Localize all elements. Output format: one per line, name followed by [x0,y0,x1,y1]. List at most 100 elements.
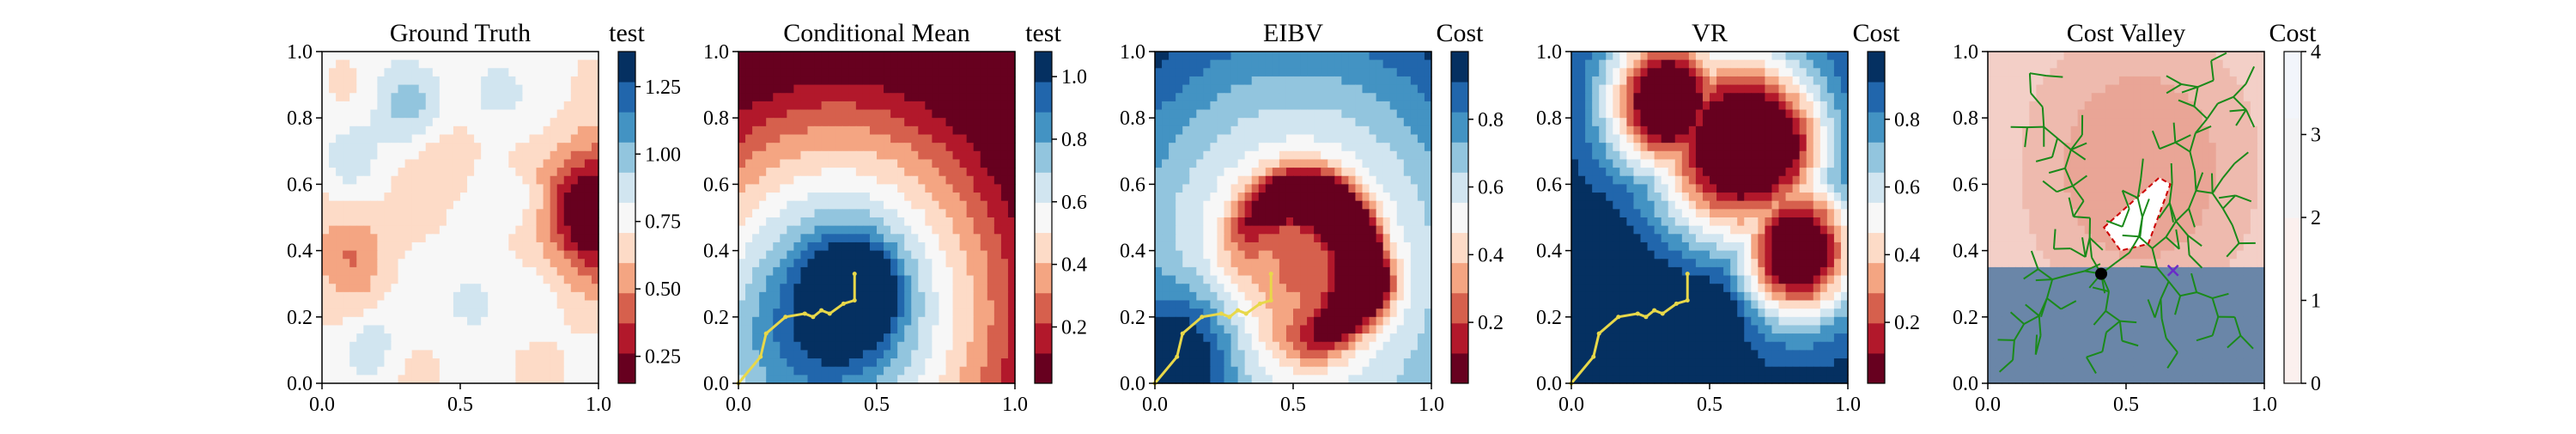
x-tick-label: 0.5 [1280,394,1306,416]
colorbar-tick-label: 0.4 [1478,244,1504,266]
trajectory-point [1661,311,1665,315]
colorbar-tick-label: 0.50 [645,278,681,301]
y-tick-label: 0.0 [287,373,313,395]
colorbar-label: Cost [2269,19,2317,47]
heatmap-body [322,52,599,384]
trajectory-point [1181,332,1185,336]
trajectory-point [1643,315,1648,319]
trajectory-point [853,272,857,276]
x-tick-label: 0.0 [726,394,751,416]
heatmap-body [1155,52,1432,384]
trajectory-point [1591,355,1595,359]
trajectory-point [1686,272,1690,276]
x-tick-label: 1.0 [2251,394,2277,416]
panel-title: Cost Valley [2067,19,2186,47]
colorbar-tick-label: 0.2 [1894,312,1920,334]
robot-marker [2095,268,2107,280]
trajectory-point [1244,311,1249,315]
y-tick-label: 0.6 [1120,174,1145,196]
y-tick-label: 0.8 [703,107,729,130]
y-tick-label: 1.0 [703,41,729,64]
y-tick-label: 0.0 [703,373,729,395]
heatmap-body [1571,52,1849,384]
y-tick-label: 0.0 [1120,373,1145,395]
trajectory-point [841,302,846,306]
y-tick-label: 0.4 [1536,241,1562,263]
colorbar-tick-label: 0.6 [1894,177,1920,199]
colorbar-tick-label: 0.2 [1061,316,1087,339]
colorbar-tick-label: 0.25 [645,346,681,369]
y-tick-label: 1.0 [1120,41,1145,64]
y-tick-label: 0.6 [1536,174,1562,196]
trajectory-point [1227,315,1231,319]
x-tick-label: 1.0 [1419,394,1444,416]
colorbar-tick-label: 0.8 [1478,109,1504,131]
colorbar-tick-label: 0.2 [1478,312,1504,334]
y-tick-label: 1.0 [1536,41,1562,64]
panel-title: VR [1692,19,1728,47]
trajectory-point [811,315,815,319]
x-tick-label: 0.5 [447,394,473,416]
y-tick-label: 0.0 [1953,373,1978,395]
y-tick-label: 0.6 [1953,174,1978,196]
y-tick-label: 0.8 [287,107,313,130]
trajectory-point [1200,315,1204,319]
x-tick-label: 1.0 [1002,394,1028,416]
x-tick-label: 0.0 [1558,394,1584,416]
x-tick-label: 0.0 [309,394,335,416]
trajectory-point [1686,298,1690,303]
colorbar-tick-label: 1.00 [645,144,681,166]
colorbar-tick-label: 0 [2311,373,2321,395]
y-tick-label: 0.0 [1536,373,1562,395]
colorbar-label: Cost [1852,19,1900,47]
colorbar-tick-label: 0.6 [1061,192,1087,214]
y-tick-label: 0.2 [1120,307,1145,329]
trajectory-point [1674,302,1679,306]
colorbar-tick-label: 2 [2311,207,2321,229]
panel-title: Conditional Mean [783,19,969,47]
colorbar-tick-label: 1 [2311,290,2321,313]
y-tick-label: 0.2 [287,307,313,329]
x-tick-label: 0.0 [1142,394,1168,416]
colorbar-tick-label: 0.4 [1061,254,1087,277]
colorbar: 0.2 0.4 0.6 0.8 Cost [1852,19,1920,384]
y-tick-label: 0.4 [703,241,729,263]
y-tick-label: 0.4 [1120,241,1145,263]
trajectory-point [819,309,823,313]
y-tick-label: 1.0 [287,41,313,64]
trajectory-point [783,315,787,319]
y-tick-label: 0.8 [1536,107,1562,130]
colorbar-tick-label: 0.8 [1894,109,1920,131]
x-tick-label: 1.0 [1835,394,1861,416]
colorbar-tick-label: 3 [2311,125,2321,147]
y-tick-label: 0.8 [1953,107,1978,130]
x-tick-label: 0.5 [2113,394,2139,416]
trajectory-point [1652,309,1656,313]
trajectory-point [828,311,832,315]
y-tick-label: 0.2 [1953,307,1978,329]
panel-4: VR 0.0 0.5 1.0 0.0 0.2 0.4 0.6 0.8 1.0 0.2 0.4 0.6 0.… [1536,19,1920,416]
trajectory-point [1175,355,1179,359]
trajectory-point [1219,311,1224,315]
y-tick-label: 0.4 [1953,241,1978,263]
trajectory-point [1258,302,1262,306]
colorbar-label: test [1025,19,1061,47]
trajectory-point [764,332,769,336]
trajectory-point [1597,332,1601,336]
x-tick-label: 0.5 [1697,394,1722,416]
colorbar-tick-label: 0.8 [1061,129,1087,151]
y-tick-label: 0.2 [703,307,729,329]
y-tick-label: 0.4 [287,241,313,263]
trajectory-point [803,311,807,315]
y-tick-label: 0.6 [287,174,313,196]
colorbar-tick-label: 0.4 [1894,244,1920,266]
trajectory-point [1236,309,1240,313]
